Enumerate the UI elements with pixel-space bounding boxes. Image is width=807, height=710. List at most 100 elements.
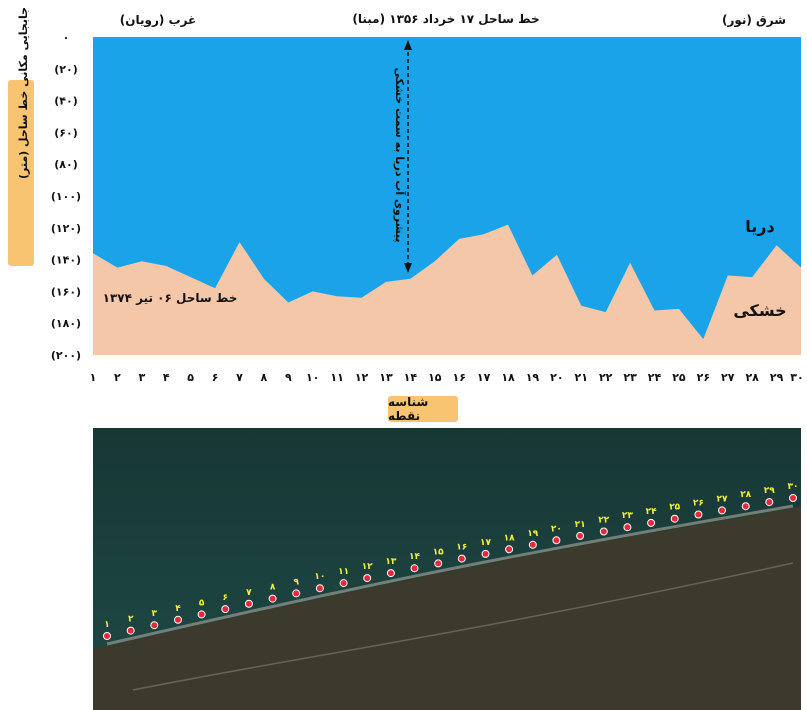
x-tick-label: ۲۵ — [672, 371, 686, 384]
map-point-marker — [670, 514, 679, 523]
y-tick-label: ۰ — [63, 31, 70, 44]
arrow-head-up — [404, 40, 412, 50]
x-tick-label: ۱۲ — [355, 371, 369, 384]
arrow-label: پیشروی آب دریا به سمت خشکی — [393, 67, 407, 242]
map-point-marker — [528, 540, 537, 549]
x-tick-label: ۲۰ — [550, 371, 563, 384]
x-tick-label: ۲ — [114, 371, 121, 384]
map-point-marker — [741, 502, 750, 511]
chart-title: خط ساحل ۱۷ خرداد ۱۳۵۶ (مبنا) — [352, 12, 539, 26]
map-point-label: ۲۷ — [717, 494, 728, 504]
x-tick-label: ۳۰ — [790, 371, 803, 384]
map-point-marker — [292, 589, 301, 598]
x-tick-label: ۱۸ — [501, 371, 515, 384]
map-point-label: ۲۲ — [598, 516, 609, 526]
y-axis-ticks: ۰ (۲۰) (۴۰) (۶۰) (۸۰) (۱۰۰) (۱۲۰) (۱۴۰) (۱۶۰) (۱۸… — [51, 31, 81, 362]
map-point-label: ۲۱ — [575, 520, 586, 530]
x-tick-label: ۸ — [261, 371, 268, 384]
x-tick-label: ۲۹ — [770, 371, 784, 384]
map-point-label: ۱۰ — [314, 572, 325, 582]
map-point-label: ۳۰ — [788, 482, 799, 492]
y-tick-label: (۱۶۰) — [51, 285, 81, 298]
x-tick-label: ۲۶ — [697, 371, 710, 384]
map-point-marker — [126, 626, 135, 635]
x-tick-label: ۲۳ — [623, 371, 637, 384]
map-point-label: ۱۶ — [456, 543, 467, 553]
map-point-marker — [386, 569, 395, 578]
map-point-label: ۱۷ — [480, 538, 491, 548]
map-point-label: ۹ — [293, 577, 299, 587]
map-point-marker — [599, 527, 608, 536]
map-point-label: ۴ — [175, 604, 181, 614]
map-point-label: ۵ — [199, 598, 205, 608]
x-tick-label: ۴ — [163, 371, 170, 384]
x-tick-label: ۲۷ — [721, 371, 735, 384]
map-point-marker — [789, 494, 797, 502]
map-point-label: ۲۳ — [622, 511, 633, 521]
map-point-label: ۱۴ — [409, 552, 420, 562]
y-tick-label: (۱۰۰) — [51, 190, 81, 203]
map-point-label: ۲۴ — [646, 507, 657, 517]
sea-label: دریا — [745, 217, 774, 236]
map-point-marker — [576, 531, 585, 540]
map-point-label: ۲۰ — [551, 524, 562, 534]
arrow-head-down — [404, 263, 412, 273]
map-point-label: ۱۲ — [362, 562, 373, 572]
map-point-label: ۱۳ — [385, 557, 396, 567]
x-tick-label: ۱۹ — [526, 371, 540, 384]
y-tick-label: (۶۰) — [54, 126, 77, 139]
shoreline-label: خط ساحل ۰۶ تیر ۱۳۷۴ — [103, 291, 238, 305]
x-tick-label: ۵ — [187, 371, 194, 384]
title-box — [348, 6, 544, 30]
map-coastline — [106, 504, 794, 646]
map-point-label: ۸ — [270, 583, 276, 593]
map-point-label: ۳ — [152, 609, 158, 619]
map-point-label: ۱۹ — [527, 529, 538, 539]
map-point-marker — [647, 518, 656, 527]
map-road — [132, 562, 794, 691]
map-point-label: ۱۸ — [504, 533, 515, 543]
map-point-label: ۲۹ — [764, 486, 775, 496]
x-tick-label: ۱۱ — [330, 371, 343, 384]
map-point-marker — [481, 549, 490, 558]
map-point-marker — [457, 554, 466, 563]
x-tick-label: ۹ — [285, 371, 292, 384]
map-point-marker — [623, 523, 632, 532]
map-point-label: ۲۵ — [669, 503, 680, 513]
map-point-label: ۲۸ — [740, 490, 751, 500]
y-tick-label: (۱۲۰) — [51, 222, 81, 235]
map-point-label: ۷ — [246, 588, 252, 598]
map-point-label: ۶ — [223, 593, 229, 603]
y-axis-label-box — [8, 80, 34, 266]
map-point-label: ۲۶ — [693, 499, 704, 509]
map-point-marker — [150, 621, 159, 630]
map-point-label: ۱ — [104, 620, 110, 630]
land-area — [93, 224, 801, 355]
east-label: شرق (نور) — [722, 13, 786, 28]
x-tick-label: ۲۱ — [575, 371, 588, 384]
map-point-marker — [694, 510, 703, 519]
land-label: خشکی — [733, 301, 786, 320]
map-point-marker — [197, 610, 206, 619]
map-point-marker — [434, 559, 443, 568]
map-point-label: ۱۱ — [338, 567, 349, 577]
x-axis-ticks: ۱ ۲ ۳ ۴ ۵ ۶ ۷ ۸ ۹ ۱۰ ۱۱ ۱۲ ۱۳ ۱۴ ۱۵ ۱۶ ۱۷ ۱۸ ۱۹ ۲۰ ۲۱ ۲۲ ۲۳ ۲۴ ۲… — [90, 371, 804, 384]
x-tick-label: ۱۳ — [379, 371, 393, 384]
map-point-marker — [315, 584, 324, 593]
map-point-marker — [244, 599, 253, 608]
map-point-label: ۱۵ — [433, 547, 444, 557]
map-point-marker — [268, 594, 277, 603]
x-axis-label: شناسه نقطه — [388, 395, 458, 423]
x-tick-label: ۱۷ — [477, 371, 491, 384]
y-tick-label: (۴۰) — [54, 95, 77, 108]
map-point-marker — [221, 605, 230, 614]
y-tick-label: (۲۰۰) — [51, 349, 81, 362]
y-tick-label: (۸۰) — [54, 158, 77, 171]
x-tick-label: ۲۴ — [648, 371, 662, 384]
x-tick-label: ۱۴ — [404, 371, 418, 384]
map-point-marker — [552, 536, 561, 545]
y-axis-label: جابجایی مکانی خط ساحل (متر) — [16, 6, 30, 180]
x-tick-label: ۱۵ — [428, 371, 442, 384]
